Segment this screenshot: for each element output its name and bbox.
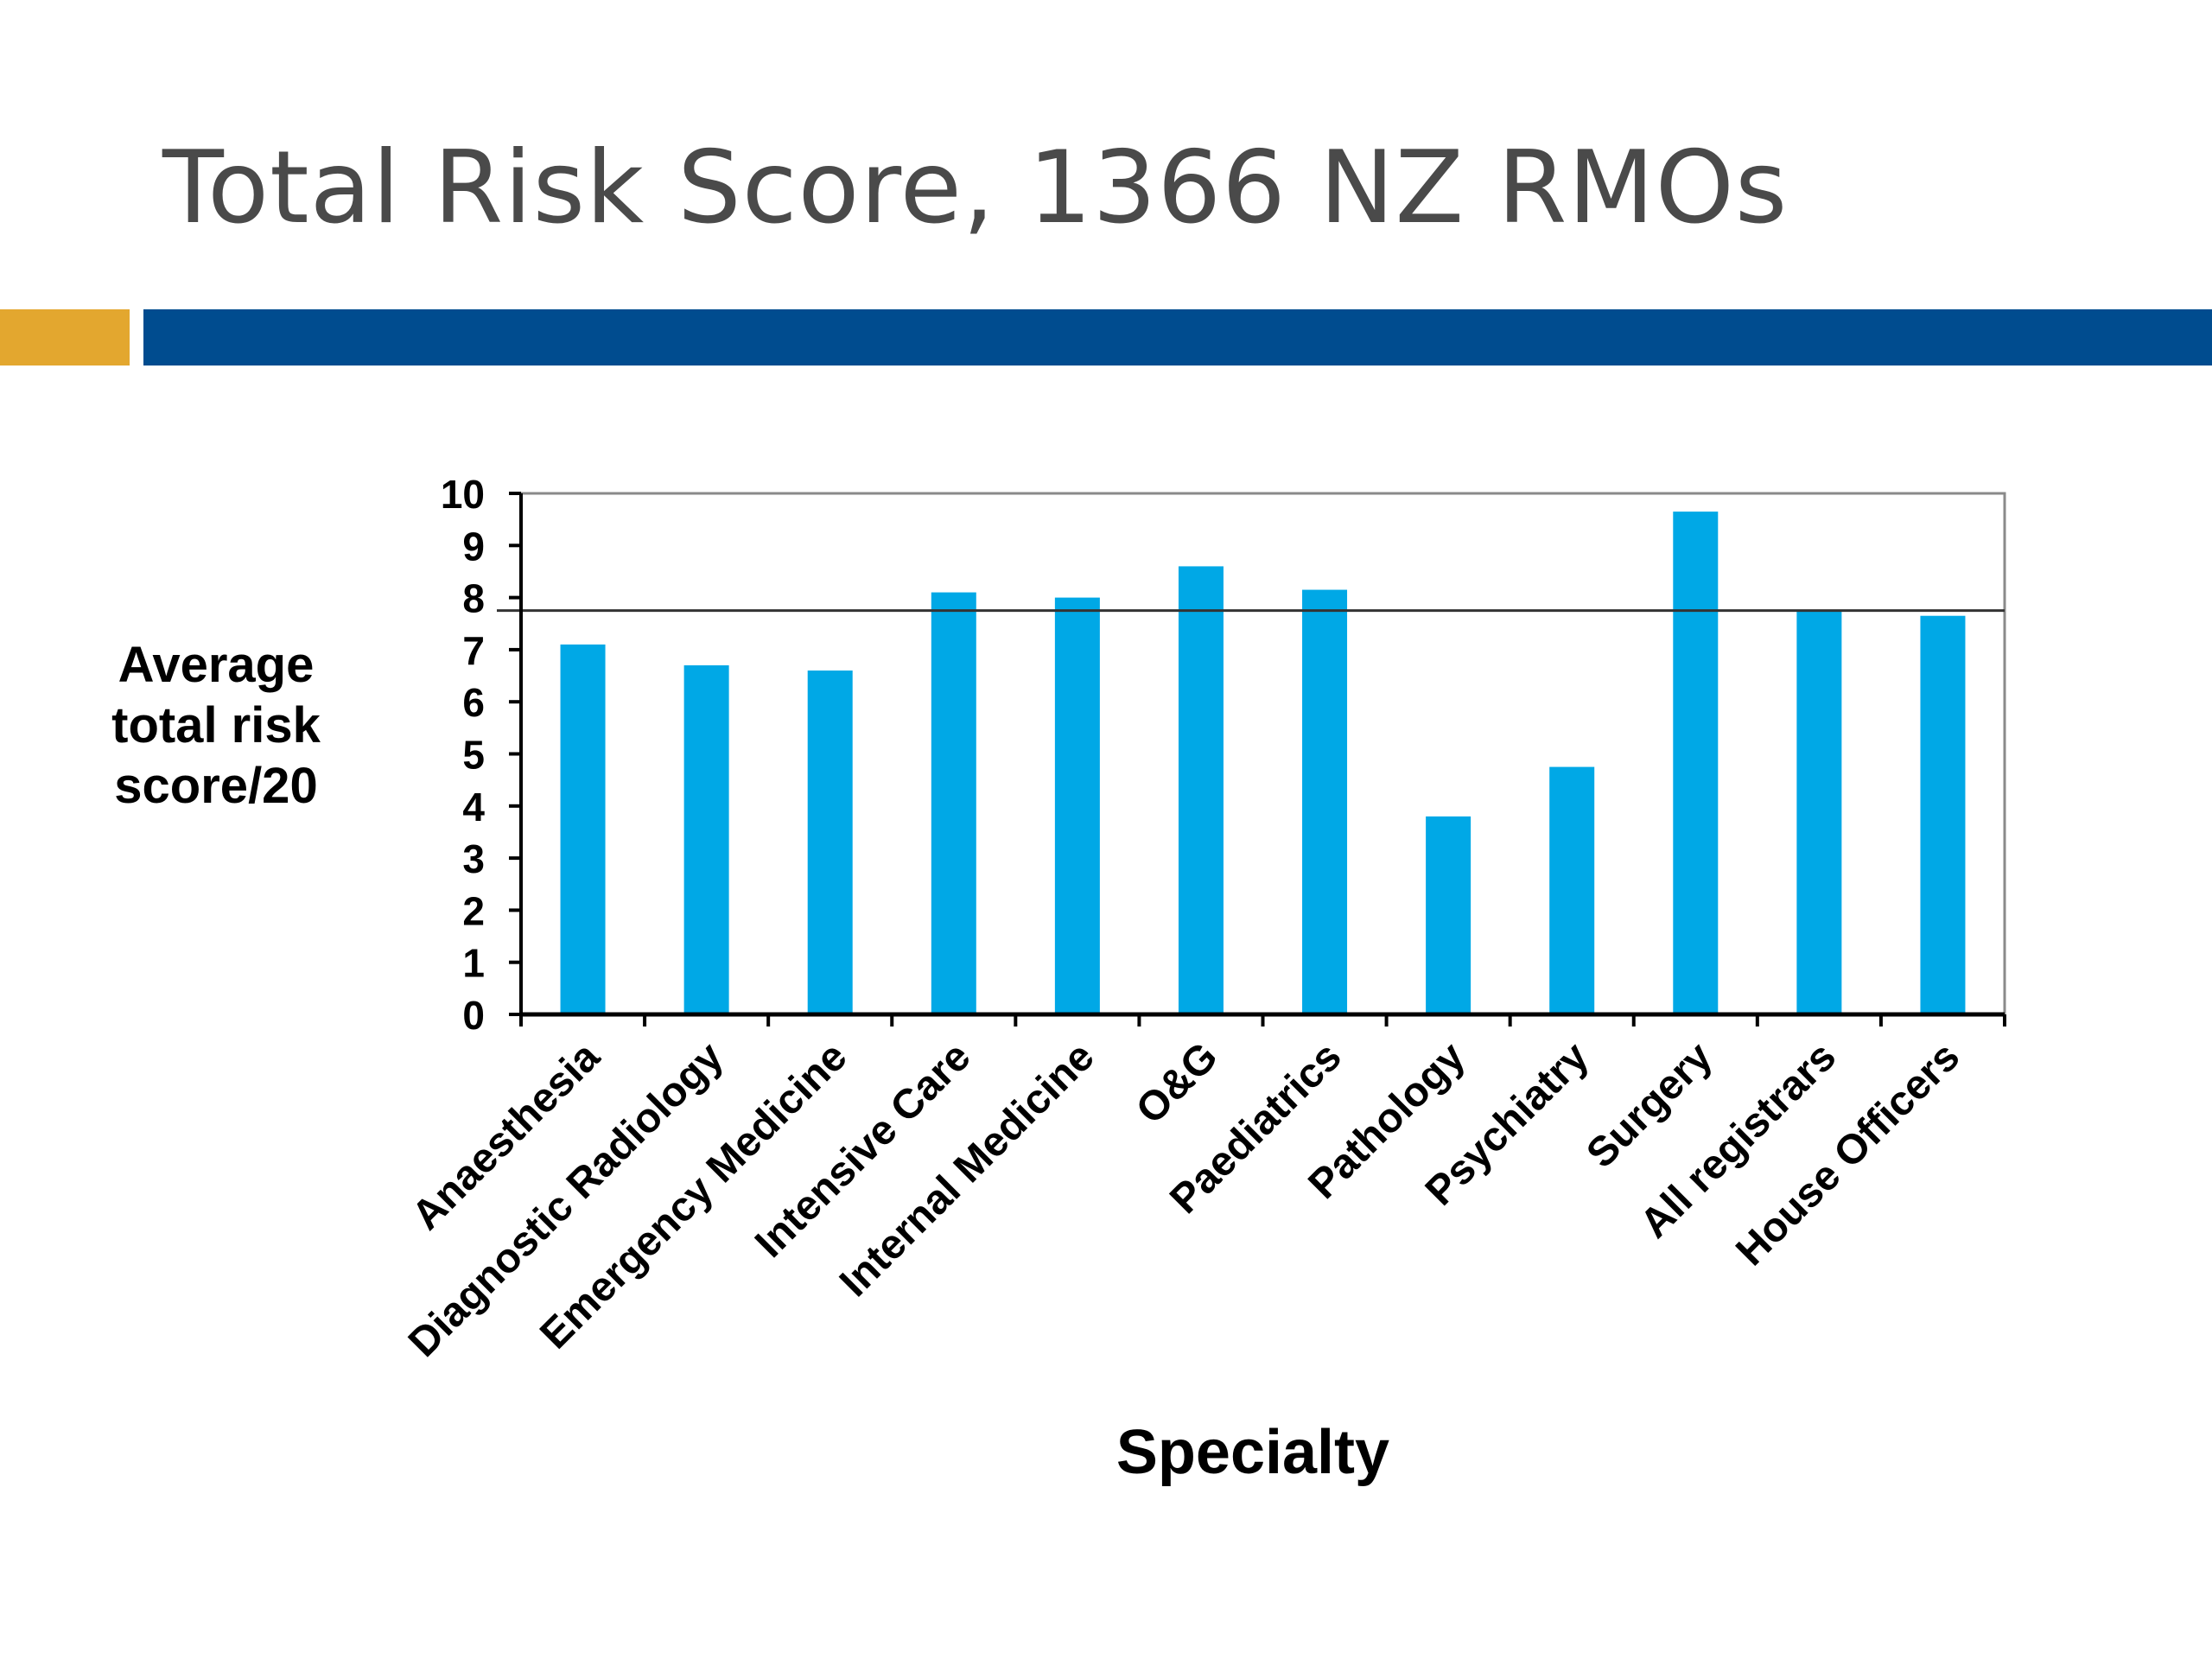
bar-11 (1796, 610, 1842, 1014)
x-tick-label-12: House Officers (1727, 1033, 1968, 1274)
y-tick-label-1: 1 (462, 941, 485, 986)
bar-5 (1054, 597, 1100, 1014)
y-tick-label-6: 6 (462, 680, 485, 725)
y-tick-label-8: 8 (462, 576, 485, 621)
accent-bar-orange (0, 309, 130, 365)
bar-3 (807, 671, 853, 1014)
y-axis-label: Average total risk score/20 (111, 637, 321, 814)
y-tick-label-2: 2 (462, 888, 485, 933)
bar-12 (1920, 615, 1966, 1014)
slide-title: Total Risk Score, 1366 NZ RMOs (162, 130, 1789, 246)
bar-8 (1426, 816, 1471, 1014)
x-axis-label: Specialty (1116, 1418, 1390, 1487)
bar-9 (1549, 766, 1595, 1014)
bar-10 (1673, 512, 1719, 1014)
y-tick-label-3: 3 (462, 836, 485, 881)
bar-7 (1302, 589, 1348, 1014)
bar-6 (1178, 566, 1224, 1014)
y-tick-label-9: 9 (462, 524, 485, 569)
y-tick-label-10: 10 (441, 472, 485, 517)
y-tick-label-0: 0 (462, 993, 485, 1038)
y-tick-label-4: 4 (462, 785, 485, 830)
x-tick-label-6: O&G (1128, 1033, 1227, 1133)
y-tick-label-7: 7 (462, 628, 485, 673)
y-tick-label-5: 5 (462, 733, 485, 778)
plot-frame (519, 492, 2006, 1016)
accent-bar-blue (143, 309, 2212, 365)
bar-1 (560, 644, 606, 1014)
bar-2 (683, 664, 729, 1014)
bar-4 (931, 592, 976, 1014)
x-tick-label-4: Intensive Care (747, 1033, 980, 1267)
